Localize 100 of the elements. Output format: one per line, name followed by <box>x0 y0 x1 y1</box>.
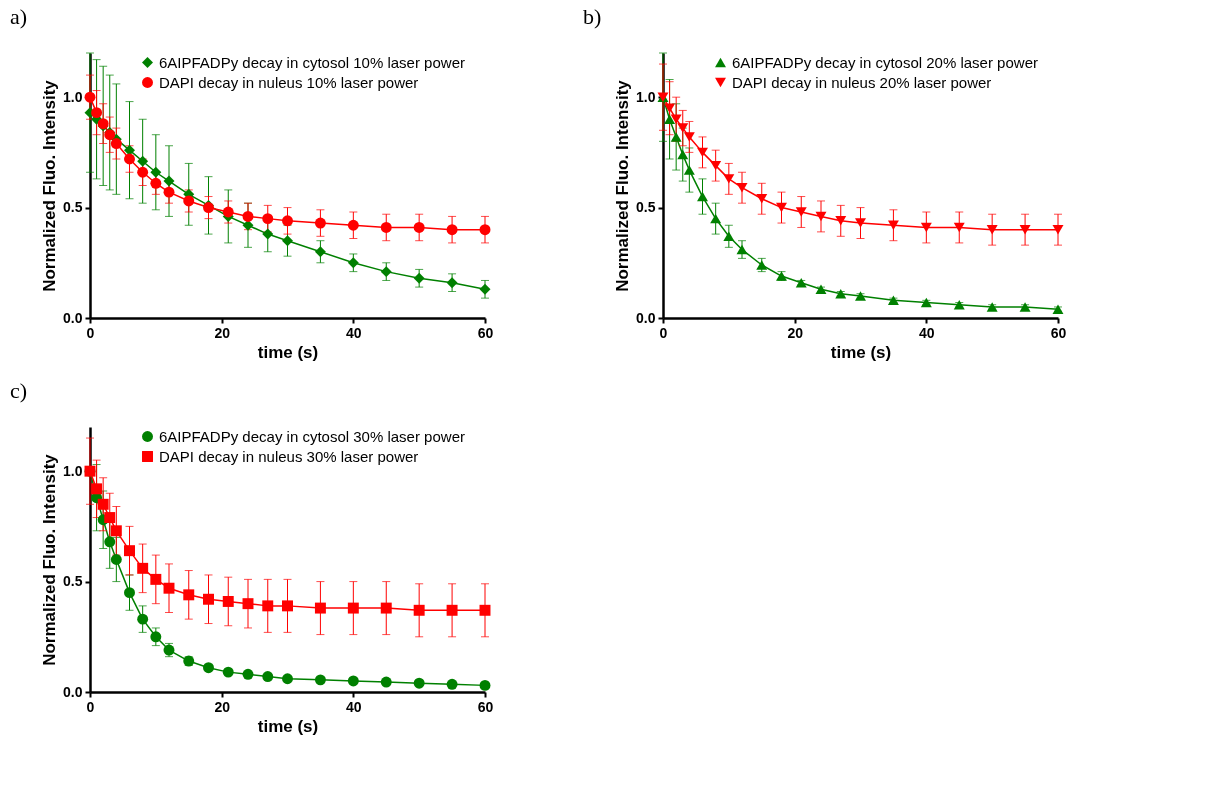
point <box>124 153 135 165</box>
point <box>222 206 234 218</box>
point <box>163 186 175 198</box>
point <box>137 562 149 574</box>
point <box>413 677 425 689</box>
legend-label: DAPI decay in nuleus 10% laser power <box>159 73 419 91</box>
point <box>380 602 392 614</box>
legend-label: 6AIPFADPy decay in cytosol 10% laser power <box>159 53 465 71</box>
point <box>314 674 326 686</box>
point <box>855 218 866 228</box>
point <box>815 211 827 222</box>
x-axis-title: time (s) <box>257 716 319 736</box>
y-tick-label: 1.0 <box>63 462 83 479</box>
point <box>183 195 195 207</box>
point <box>282 600 293 612</box>
point <box>683 132 695 142</box>
chart-title: c) <box>10 378 28 403</box>
point <box>110 525 122 537</box>
point <box>835 216 847 226</box>
legend-label: 6AIPFADPy decay in cytosol 20% laser power <box>732 53 1038 71</box>
legend-label: DAPI decay in nuleus 30% laser power <box>159 447 419 465</box>
y-axis-title: Normalized Fluo. Intensity <box>40 79 60 292</box>
point <box>446 678 458 690</box>
point <box>183 589 195 601</box>
legend-label: 6AIPFADPy decay in cytosol 30% laser power <box>159 427 465 445</box>
y-tick-label: 1.0 <box>63 88 83 105</box>
x-tick-label: 20 <box>787 324 804 341</box>
x-axis-title: time (s) <box>257 342 319 362</box>
point <box>380 266 392 278</box>
point <box>314 602 326 614</box>
point <box>150 573 162 585</box>
legend-label: DAPI decay in nuleus 20% laser power <box>732 73 992 91</box>
point <box>776 202 787 213</box>
point <box>953 222 965 233</box>
x-tick-label: 20 <box>214 324 231 341</box>
point <box>710 160 722 171</box>
y-axis-title: Normalized Fluo. Intensity <box>613 79 633 292</box>
x-tick-label: 0 <box>86 698 95 715</box>
point <box>124 545 135 557</box>
chart-title: a) <box>10 3 28 29</box>
point <box>242 210 254 222</box>
y-tick-label: 0.5 <box>636 199 656 216</box>
point <box>137 155 149 167</box>
point <box>282 673 293 685</box>
point <box>137 613 149 625</box>
point <box>446 224 458 236</box>
point <box>380 221 392 233</box>
point <box>137 166 149 178</box>
point <box>150 631 162 643</box>
x-tick-label: 60 <box>477 324 494 341</box>
point <box>91 483 103 495</box>
y-tick-label: 0.5 <box>63 199 83 216</box>
point <box>91 107 103 119</box>
chart-title: b) <box>583 3 602 29</box>
point <box>677 149 689 160</box>
point <box>242 668 254 680</box>
point <box>282 235 293 247</box>
point <box>347 219 359 231</box>
point <box>262 671 274 683</box>
point <box>479 679 491 691</box>
point <box>723 231 735 242</box>
point <box>683 165 695 175</box>
point <box>347 675 359 687</box>
point <box>756 194 768 204</box>
point <box>347 257 359 269</box>
point <box>664 114 676 124</box>
point <box>677 123 689 133</box>
point <box>262 600 274 612</box>
y-tick-label: 0.0 <box>63 309 83 326</box>
x-tick-label: 0 <box>659 324 668 341</box>
x-tick-label: 40 <box>346 698 362 715</box>
point <box>110 138 122 150</box>
x-tick-label: 0 <box>86 324 95 341</box>
point <box>314 246 326 258</box>
x-axis-title: time (s) <box>830 342 892 362</box>
point <box>1019 224 1031 235</box>
point <box>163 175 175 187</box>
point <box>203 593 214 605</box>
point <box>413 221 425 233</box>
point <box>479 283 491 295</box>
x-tick-label: 40 <box>919 324 935 341</box>
point <box>104 536 116 548</box>
point <box>262 228 274 240</box>
point <box>163 582 175 594</box>
y-tick-label: 0.0 <box>636 309 656 326</box>
point <box>380 676 392 688</box>
point <box>479 604 491 616</box>
point <box>670 132 682 142</box>
point <box>222 595 234 607</box>
point <box>150 177 162 189</box>
point <box>413 604 425 616</box>
point <box>262 213 274 225</box>
y-tick-label: 1.0 <box>636 88 656 105</box>
point <box>920 222 932 233</box>
x-tick-label: 20 <box>214 698 231 715</box>
point <box>1052 224 1064 235</box>
point <box>736 244 748 255</box>
y-tick-label: 0.0 <box>63 683 83 700</box>
x-tick-label: 40 <box>346 324 362 341</box>
x-tick-label: 60 <box>1050 324 1067 341</box>
